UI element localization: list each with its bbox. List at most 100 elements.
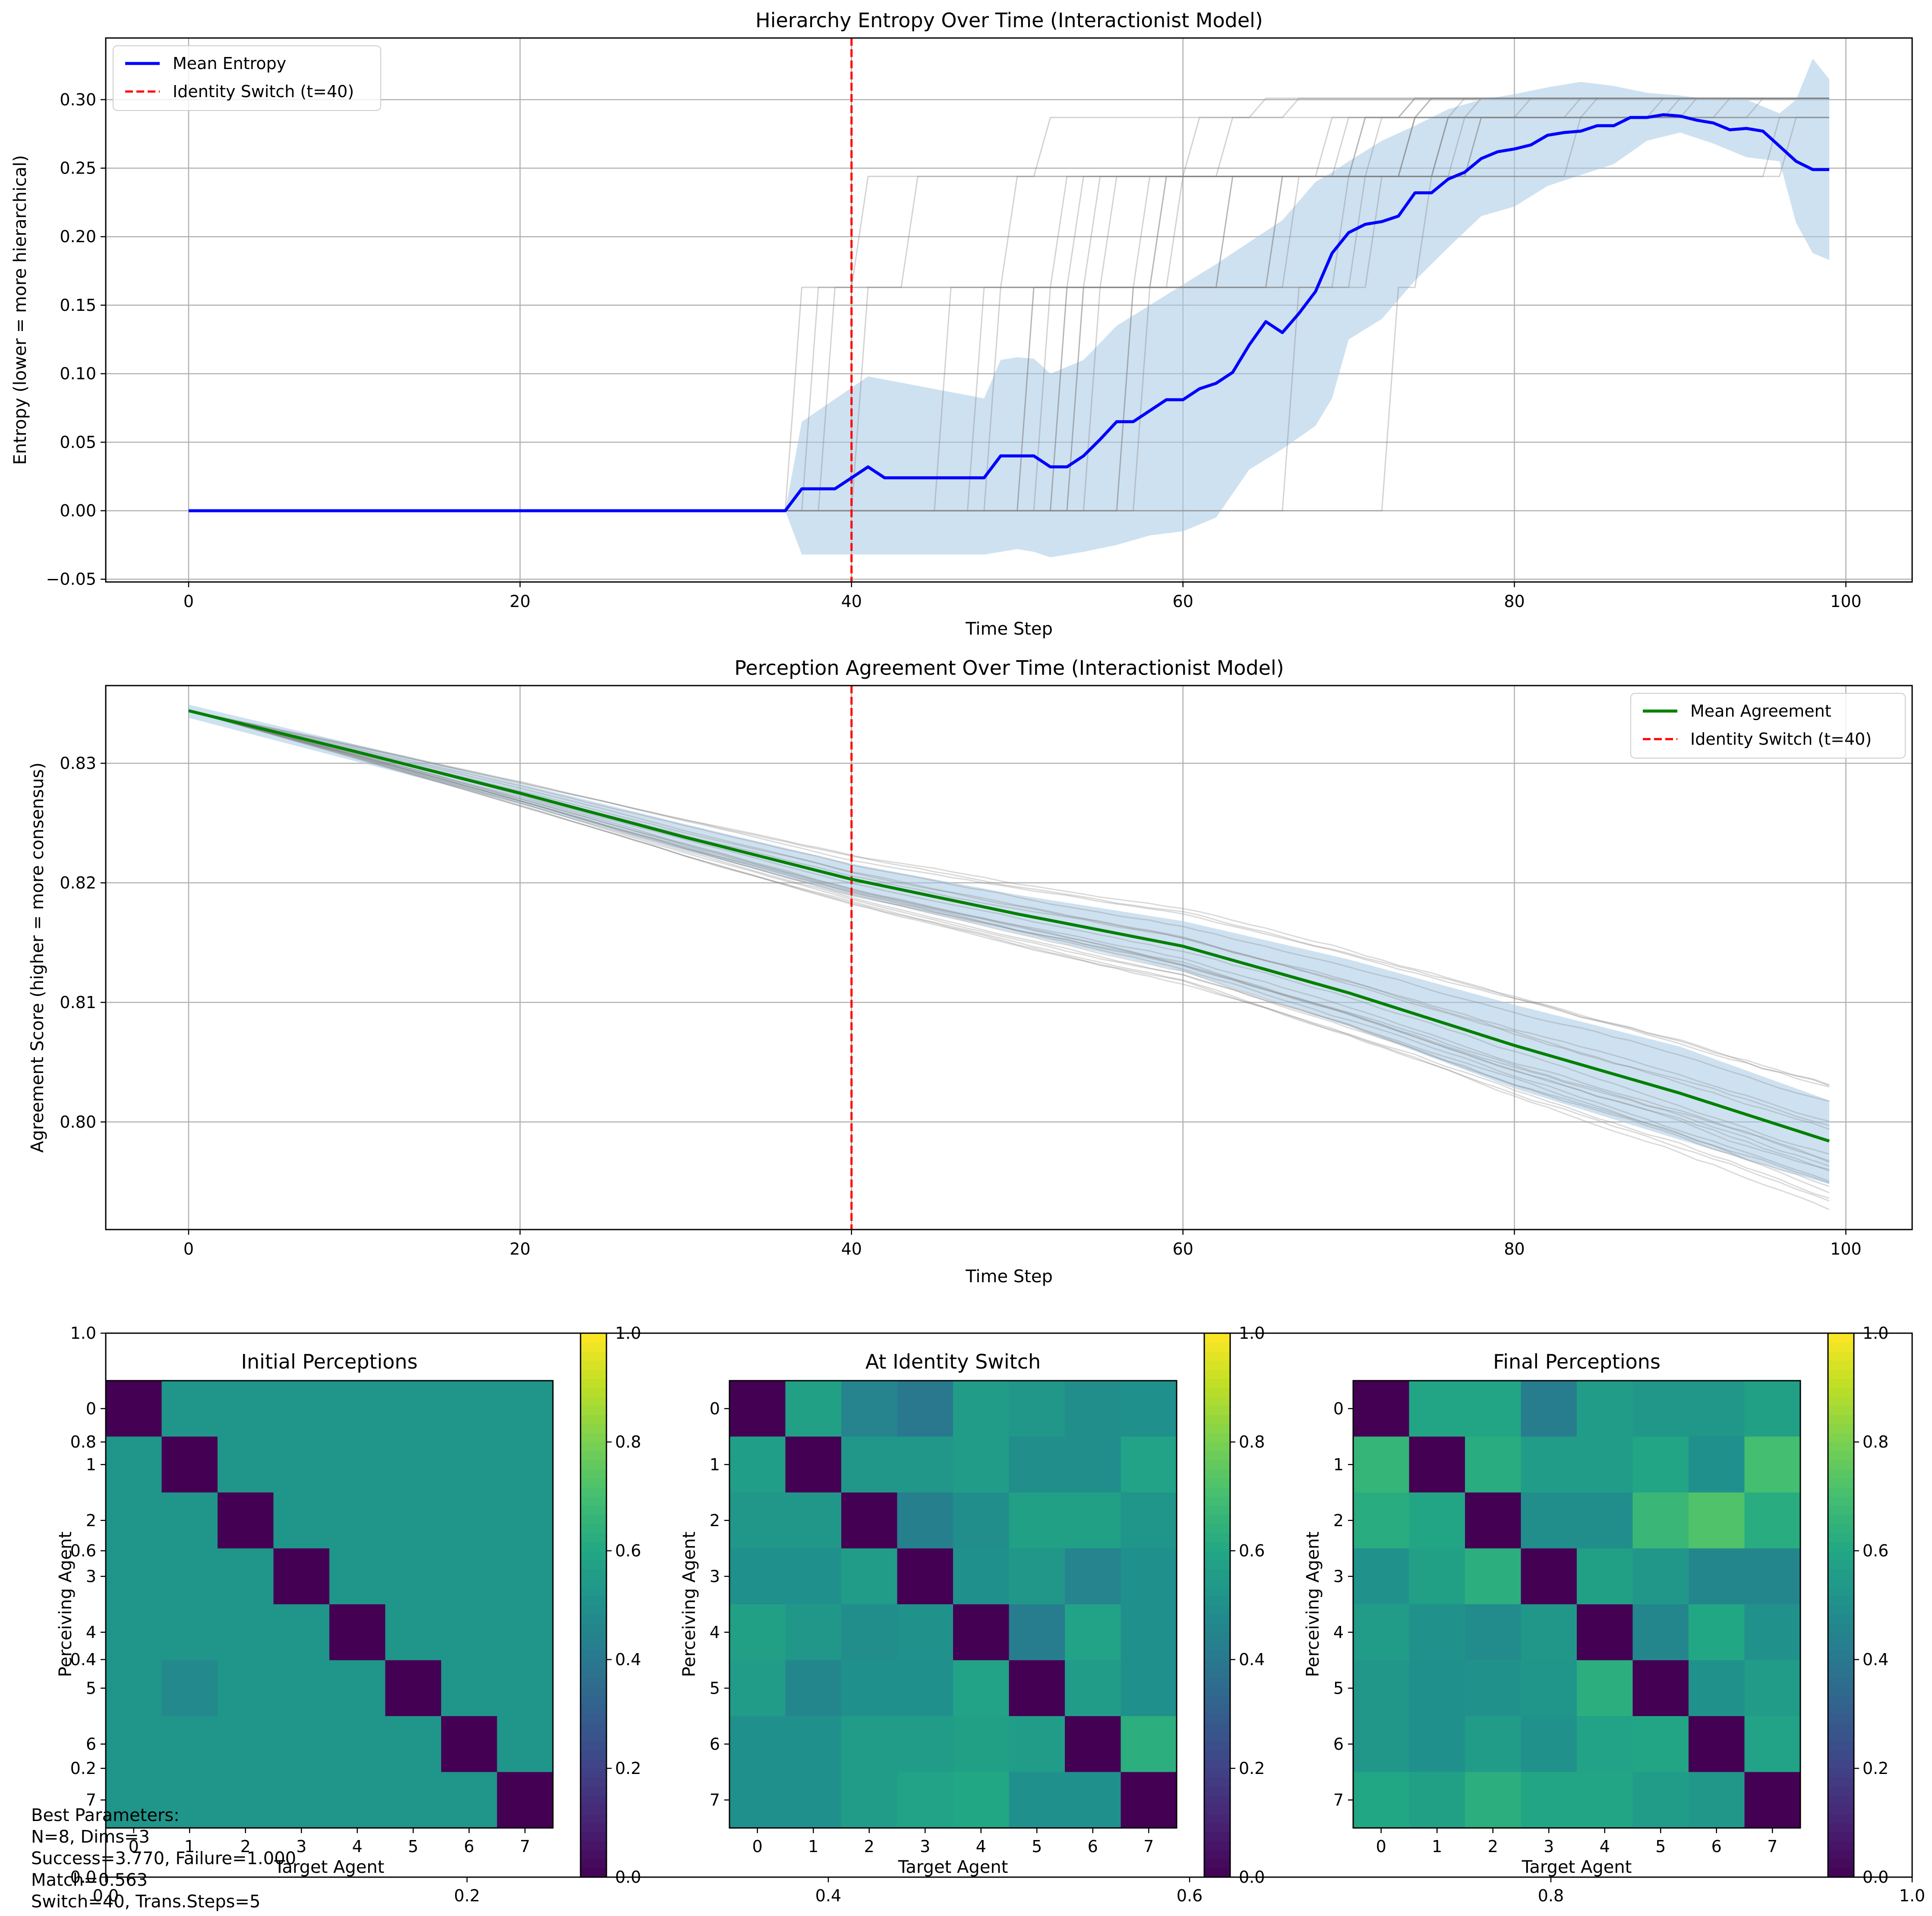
colorbar-segment [1828,1641,1854,1651]
colorbar-segment [1204,1333,1230,1343]
heatmap-cell [729,1716,786,1773]
colorbar-segment [581,1814,606,1823]
heatmap-cell [497,1492,553,1549]
x-tick-label: 2 [240,1837,251,1856]
x-tick-label: 0.2 [454,1886,480,1905]
run-trace [189,98,1829,512]
x-tick-label: 80 [1504,592,1525,611]
heatmap-cell [729,1548,786,1605]
heatmap-cell [385,1604,442,1661]
colorbar-tick-label: 0.0 [1863,1868,1888,1887]
colorbar-tick-label: 0.8 [615,1432,641,1451]
heatmap-cell [497,1381,553,1437]
agreement-legend: Mean Agreement Identity Switch (t=40) [1630,693,1906,759]
heatmap-y-axis-label: Perceiving Agent [679,1531,699,1677]
heatmap-cell [441,1660,498,1717]
colorbar-tick-label: 0.6 [1239,1541,1265,1560]
colorbar-segment [1204,1859,1230,1869]
y-tick-label: 0 [86,1399,96,1418]
entropy-axes-frame [105,37,1913,583]
heatmap-cell [1577,1660,1633,1717]
colorbar-segment [581,1859,606,1869]
heatmap-cell [329,1548,386,1605]
heatmap-cell [1577,1772,1633,1828]
colorbar-tick-label: 1.0 [615,1324,641,1343]
colorbar-segment [1828,1660,1854,1669]
heatmap-cell [1632,1772,1689,1828]
heatmap-cell [106,1436,162,1493]
colorbar-segment [1204,1551,1230,1560]
heatmap-cell [1121,1716,1177,1773]
heatmap-cell [1065,1492,1121,1549]
heatmap-cell [329,1492,386,1549]
heatmap-cell [841,1604,898,1661]
x-tick-label: 1 [808,1837,818,1856]
colorbar-segment [1204,1342,1230,1352]
run-trace [188,710,1830,1170]
run-trace [189,98,1829,512]
heatmap-cell [1744,1548,1801,1605]
y-tick-label: 0.15 [60,296,96,315]
y-tick-label: 0.30 [60,90,96,109]
colorbar-segment [1828,1786,1854,1796]
x-tick-label: 80 [1504,1239,1525,1258]
heatmap-cell [897,1492,953,1549]
heatmap-cell [1465,1604,1522,1661]
x-tick-label: 20 [510,592,530,611]
heatmap-cell [953,1716,1010,1773]
colorbar-segment [581,1832,606,1841]
x-tick-label: 3 [296,1837,306,1856]
heatmap-cell [841,1772,898,1828]
parameters-line: Success=3.770, Failure=1.000 [31,1849,296,1869]
colorbar-tick-label: 0.6 [615,1541,641,1560]
run-trace [188,710,1830,1202]
colorbar-segment [581,1342,606,1352]
heatmap-cell [729,1492,786,1549]
parameters-line: Switch=40, Trans.Steps=5 [31,1892,260,1912]
colorbar-segment [581,1823,606,1832]
colorbar-segment [1204,1750,1230,1760]
heatmap-cell [953,1604,1010,1661]
heatmap-cell [1521,1436,1577,1493]
y-tick-label: 0.10 [60,364,96,383]
colorbar-segment [1828,1388,1854,1397]
colorbar-segment [1204,1478,1230,1488]
colorbar-frame [1827,1332,1855,1878]
heatmap-cell [897,1604,953,1661]
heatmap-cell [729,1604,786,1661]
heatmap-cell [385,1381,442,1437]
y-tick-label: 5 [86,1679,96,1698]
colorbar-segment [581,1605,606,1615]
heatmap-cell [729,1772,786,1828]
y-tick-label: 4 [710,1623,720,1642]
heatmap-cell [841,1381,898,1437]
colorbar-segment [581,1524,606,1533]
y-tick-label: 2 [86,1511,96,1530]
run-trace [189,98,1829,512]
colorbar-segment [581,1360,606,1370]
agreement-legend-box [1630,693,1906,759]
colorbar-segment [581,1796,606,1805]
heatmap-cell [785,1772,842,1828]
heatmap-cell [1465,1436,1522,1493]
heatmap-cell [1744,1716,1801,1773]
colorbar-segment [1204,1614,1230,1624]
run-trace [189,117,1829,512]
heatmap-cell [1009,1660,1065,1717]
y-tick-label: 2 [1333,1511,1344,1530]
colorbar-segment [1204,1723,1230,1733]
colorbar-segment [581,1587,606,1597]
colorbar-segment [1204,1841,1230,1850]
x-tick-label: 6 [464,1837,474,1856]
agreement-chart-title: Perception Agreement Over Time (Interact… [734,656,1284,680]
run-trace [188,710,1830,1086]
colorbar-segment [1828,1514,1854,1524]
heatmap-cell [729,1660,786,1717]
heatmap-cell [1065,1436,1121,1493]
heatmap-cell [897,1436,953,1493]
colorbar-segment [581,1596,606,1606]
colorbar-segment [581,1487,606,1497]
colorbar-segment [1828,1451,1854,1461]
colorbar-segment [1204,1777,1230,1787]
colorbar-segment [581,1614,606,1624]
